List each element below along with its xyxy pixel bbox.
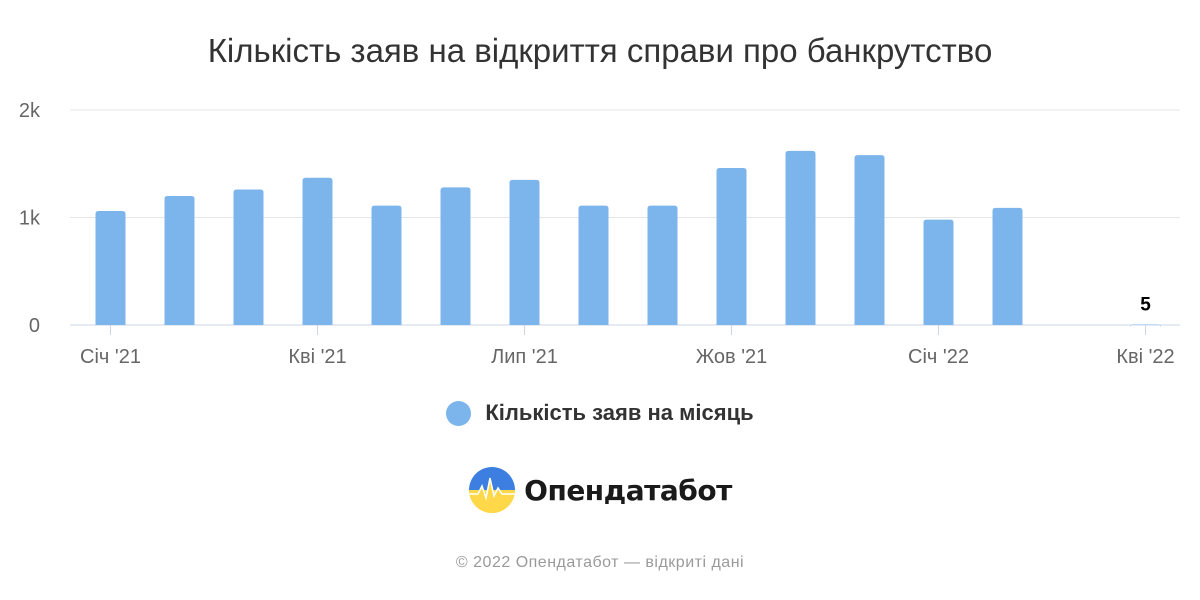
bar xyxy=(509,179,540,325)
x-tick-label: Січ '21 xyxy=(80,346,141,368)
brand-name: Опендатабот xyxy=(524,473,732,507)
chart-title: Кількість заяв на відкриття справи про б… xyxy=(207,32,993,69)
bar xyxy=(785,150,816,325)
bar xyxy=(923,219,954,325)
x-tick-label: Жов '21 xyxy=(696,346,768,368)
bar xyxy=(716,168,747,325)
legend-marker xyxy=(446,400,472,426)
y-tick-label: 1k xyxy=(19,208,41,230)
data-label: 5 xyxy=(1140,294,1151,315)
footer-text: © 2022 Опендатабот — відкриті дані xyxy=(455,554,745,571)
y-tick-label: 2k xyxy=(19,100,41,122)
bar xyxy=(854,155,885,325)
legend[interactable]: Кількість заяв на місяць xyxy=(0,400,1200,426)
bar xyxy=(578,205,609,325)
bar xyxy=(164,196,195,325)
x-tick-label: Кві '22 xyxy=(1116,346,1174,368)
x-tick-label: Кві '21 xyxy=(288,346,346,368)
bar xyxy=(95,211,126,325)
y-tick-label: 0 xyxy=(29,315,40,337)
bar xyxy=(1130,324,1161,328)
bar xyxy=(371,205,402,325)
bar xyxy=(992,207,1023,325)
bar xyxy=(440,187,471,325)
x-tick-label: Січ '22 xyxy=(908,346,969,368)
bar xyxy=(302,177,333,325)
bar xyxy=(233,189,264,325)
bar xyxy=(647,205,678,325)
x-tick-label: Лип '21 xyxy=(491,346,558,368)
legend-label: Кількість заяв на місяць xyxy=(485,400,754,425)
opendatabot-logo-icon xyxy=(469,467,516,513)
brand: Опендатабот xyxy=(0,466,1200,514)
